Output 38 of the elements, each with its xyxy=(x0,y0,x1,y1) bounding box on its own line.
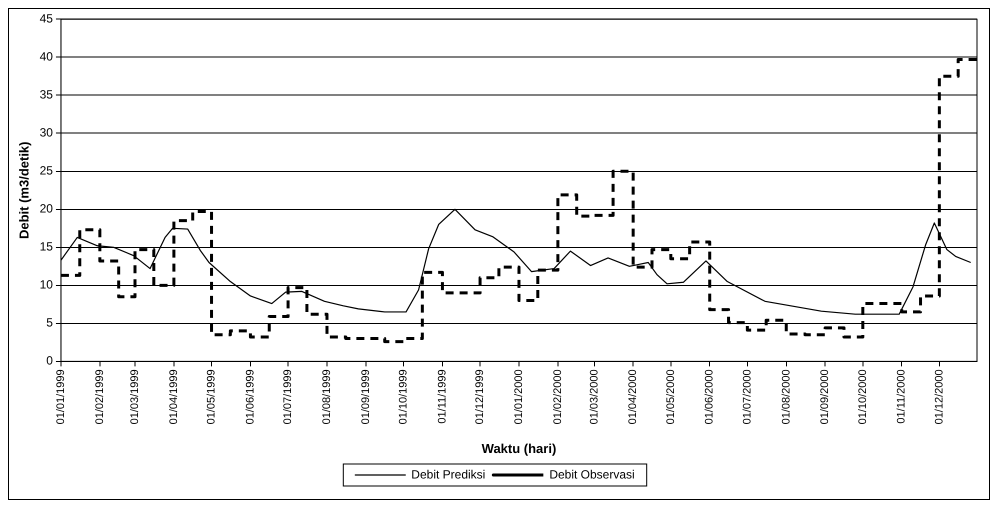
x-tick-label: 01/11/2000 xyxy=(896,369,908,424)
y-tick-label: 30 xyxy=(40,126,54,140)
x-tick-label: 01/06/1999 xyxy=(244,369,256,424)
x-tick-label: 01/03/2000 xyxy=(588,369,600,424)
x-tick-label: 01/03/1999 xyxy=(129,369,142,424)
x-tick-label: 01/09/2000 xyxy=(819,369,832,424)
x-tick-label: 01/04/2000 xyxy=(627,369,640,424)
x-tick-label: 01/01/1999 xyxy=(54,369,67,424)
x-tick-label: 01/01/2000 xyxy=(513,369,526,424)
y-tick-label: 5 xyxy=(46,316,54,330)
y-tick-label: 35 xyxy=(40,88,54,102)
y-tick-label: 0 xyxy=(46,354,54,368)
y-tick-label: 10 xyxy=(40,278,54,292)
y-tick-label: 15 xyxy=(40,240,54,254)
legend-label: Debit Observasi xyxy=(549,467,635,482)
y-axis-title: Debit (m3/detik) xyxy=(16,142,32,240)
x-tick-label: 01/04/1999 xyxy=(168,369,180,424)
x-tick-label: 01/07/1999 xyxy=(282,369,294,424)
x-tick-label: 01/12/1999 xyxy=(474,369,486,424)
x-tick-label: 01/08/1999 xyxy=(321,369,334,424)
x-axis-title: Waktu (hari) xyxy=(482,440,556,456)
y-tick-label: 40 xyxy=(40,50,54,64)
y-tick-label: 25 xyxy=(40,164,54,178)
y-tick-label: 45 xyxy=(40,12,54,26)
x-tick-label: 01/09/1999 xyxy=(360,369,372,424)
x-tick-label: 01/06/2000 xyxy=(704,369,716,424)
y-tick-label: 20 xyxy=(40,202,54,216)
x-tick-label: 01/05/2000 xyxy=(664,369,677,424)
x-tick-label: 01/08/2000 xyxy=(780,369,792,424)
x-tick-label: 01/10/1999 xyxy=(398,369,410,424)
x-tick-label: 01/02/2000 xyxy=(552,369,564,424)
x-tick-label: 01/07/2000 xyxy=(741,369,754,424)
x-tick-label: 01/05/1999 xyxy=(206,369,218,424)
x-tick-label: 01/10/2000 xyxy=(856,369,869,424)
legend-label: Debit Prediksi xyxy=(411,467,486,482)
x-tick-label: 01/11/1999 xyxy=(436,369,448,424)
x-tick-label: 01/12/2000 xyxy=(933,369,946,424)
x-tick-label: 01/02/1999 xyxy=(94,369,106,424)
